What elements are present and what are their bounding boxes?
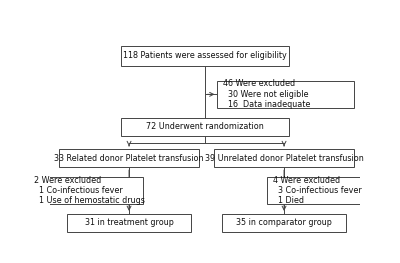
Text: 35 in comparator group: 35 in comparator group bbox=[236, 219, 332, 227]
Text: 2 Were excluded
  1 Co-infectious fever
  1 Use of hemostatic drugs: 2 Were excluded 1 Co-infectious fever 1 … bbox=[34, 176, 145, 205]
FancyBboxPatch shape bbox=[218, 81, 354, 108]
Text: 33 Related donor Platelet transfusion: 33 Related donor Platelet transfusion bbox=[54, 154, 204, 163]
Text: 72 Underwent randomization: 72 Underwent randomization bbox=[146, 122, 264, 131]
FancyBboxPatch shape bbox=[59, 149, 199, 167]
Text: 31 in treatment group: 31 in treatment group bbox=[85, 219, 174, 227]
FancyBboxPatch shape bbox=[121, 46, 289, 66]
FancyBboxPatch shape bbox=[267, 177, 382, 204]
Text: 4 Were excluded
  3 Co-infectious fever
  1 Died: 4 Were excluded 3 Co-infectious fever 1 … bbox=[272, 176, 361, 205]
FancyBboxPatch shape bbox=[121, 118, 289, 136]
Text: 118 Patients were assessed for eligibility: 118 Patients were assessed for eligibili… bbox=[123, 51, 287, 60]
FancyBboxPatch shape bbox=[28, 177, 143, 204]
Text: 46 Were excluded
  30 Were not eligible
  16  Data inadequate: 46 Were excluded 30 Were not eligible 16… bbox=[223, 79, 310, 109]
FancyBboxPatch shape bbox=[222, 214, 346, 232]
FancyBboxPatch shape bbox=[67, 214, 191, 232]
Text: 39 Unrelated donor Platelet transfusion: 39 Unrelated donor Platelet transfusion bbox=[205, 154, 364, 163]
FancyBboxPatch shape bbox=[214, 149, 354, 167]
